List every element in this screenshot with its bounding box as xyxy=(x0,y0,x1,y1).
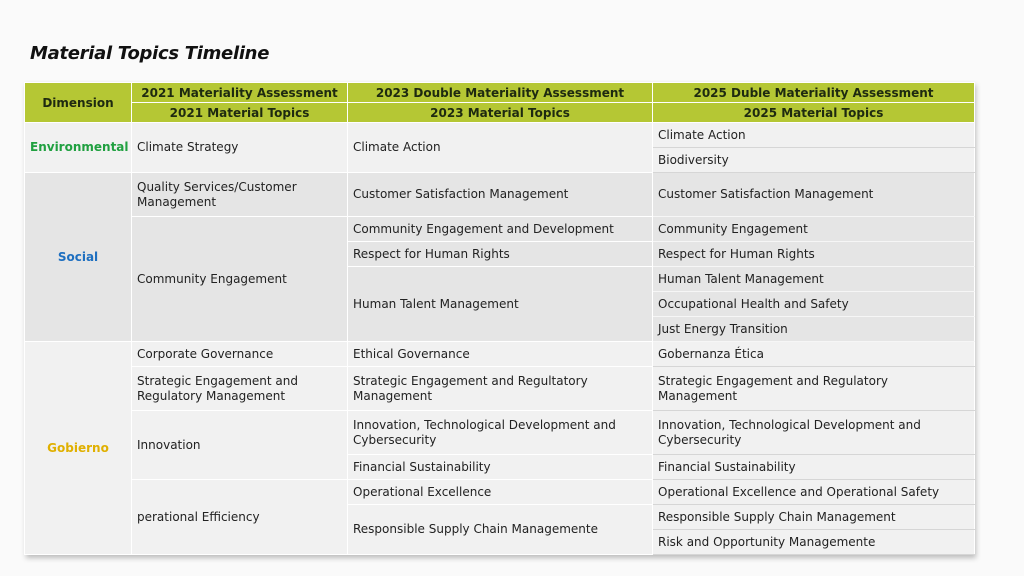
table-row: Environmental Climate Strategy Climate A… xyxy=(24,122,975,173)
table-row: Risk and Opportunity Managemente xyxy=(25,529,975,555)
material-topics-table: Dimension 2021 Materiality Assessment 20… xyxy=(24,82,975,555)
table-row: Community Engagement Community Engagemen… xyxy=(25,216,975,342)
topic-2021-cell: perational Efficiency xyxy=(131,479,348,555)
header-dimension: Dimension xyxy=(24,82,132,123)
topic-2025-cell: Responsible Supply Chain Management xyxy=(652,504,975,530)
table-row: Responsible Supply Chain Managemente Res… xyxy=(25,504,975,555)
header-topics-2021: 2021 Material Topics xyxy=(131,102,348,123)
header-row-assessments: Dimension 2021 Materiality Assessment 20… xyxy=(24,82,975,123)
header-assessment-2021: 2021 Materiality Assessment xyxy=(131,82,348,103)
topic-2025-cell: Human Talent Management xyxy=(652,266,975,292)
header-topics-2023: 2023 Material Topics xyxy=(347,102,653,123)
topic-2025-cell: Risk and Opportunity Managemente xyxy=(652,529,975,555)
dimension-gobierno: Gobierno xyxy=(24,341,132,555)
topic-2025-cell: Customer Satisfaction Management xyxy=(652,172,975,217)
topic-2023-cell: Financial Sustainability xyxy=(347,454,653,480)
topic-2023-cell: Operational Excellence xyxy=(347,479,653,505)
table-row: Occupational Health and Safety xyxy=(25,291,975,317)
table-row: Innovation Innovation, Technological Dev… xyxy=(25,410,975,480)
topic-2025-cell: Financial Sustainability xyxy=(652,454,975,480)
topic-2023-cell: Ethical Governance xyxy=(347,341,653,367)
topic-2025-cell: Innovation, Technological Development an… xyxy=(652,410,975,455)
table-row: Human Talent Management Human Talent Man… xyxy=(25,266,975,342)
table-row: Social Quality Services/Customer Managem… xyxy=(24,172,975,342)
topic-2025-cell: Occupational Health and Safety xyxy=(652,291,975,317)
header-topics-2025: 2025 Material Topics xyxy=(652,102,975,123)
material-topics-table-container: Dimension 2021 Materiality Assessment 20… xyxy=(24,82,975,555)
topic-2021-cell: Innovation xyxy=(131,410,348,480)
header-assessment-2025: 2025 Duble Materiality Assessment xyxy=(652,82,975,103)
table-row: Strategic Engagement and Regulatory Mana… xyxy=(25,366,975,411)
topic-2025-cell: Climate Action xyxy=(652,122,975,148)
topic-2025-cell: Strategic Engagement and Regulatory Mana… xyxy=(652,366,975,411)
topic-2021-cell: Corporate Governance xyxy=(131,341,348,367)
topic-2023-cell: Innovation, Technological Development an… xyxy=(347,410,653,455)
topic-2021-cell: Climate Strategy xyxy=(131,122,348,173)
table-row: Just Energy Transition xyxy=(25,316,975,342)
page-title: Material Topics Timeline xyxy=(30,43,270,64)
table-row: Gobierno Corporate Governance Ethical Go… xyxy=(24,341,975,555)
topic-2025-cell: Just Energy Transition xyxy=(652,316,975,342)
topic-2025-cell: Gobernanza Ética xyxy=(652,341,975,367)
topic-2023-cell: Customer Satisfaction Management xyxy=(347,172,653,217)
topic-2023-cell: Responsible Supply Chain Managemente xyxy=(347,504,653,555)
dimension-environmental: Environmental xyxy=(24,122,132,173)
header-row-topics: 2021 Material Topics 2023 Material Topic… xyxy=(25,102,975,123)
table-row: Biodiversity xyxy=(25,147,975,173)
topic-2025-cell: Biodiversity xyxy=(652,147,975,173)
table-row: Financial Sustainability Financial Susta… xyxy=(25,454,975,480)
topic-2023-cell: Community Engagement and Development xyxy=(347,216,653,242)
topic-2023-cell: Respect for Human Rights xyxy=(347,241,653,267)
topic-2023-cell: Climate Action xyxy=(347,122,653,173)
topic-2021-cell: Community Engagement xyxy=(131,216,348,342)
topic-2023-cell: Human Talent Management xyxy=(347,266,653,342)
topic-2021-cell: Strategic Engagement and Regulatory Mana… xyxy=(131,366,348,411)
topic-2023-cell: Strategic Engagement and Regultatory Man… xyxy=(347,366,653,411)
topic-2021-cell: Quality Services/Customer Management xyxy=(131,172,348,217)
topic-2025-cell: Operational Excellence and Operational S… xyxy=(652,479,975,505)
topic-2025-cell: Community Engagement xyxy=(652,216,975,242)
header-assessment-2023: 2023 Double Materiality Assessment xyxy=(347,82,653,103)
dimension-social: Social xyxy=(24,172,132,342)
topic-2025-cell: Respect for Human Rights xyxy=(652,241,975,267)
table-row: perational Efficiency Operational Excell… xyxy=(25,479,975,555)
